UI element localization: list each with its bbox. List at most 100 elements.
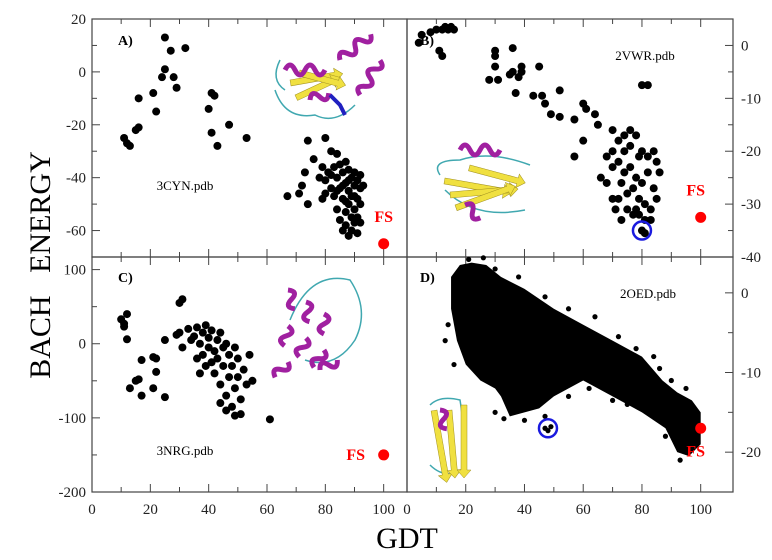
data-point — [617, 215, 626, 224]
x-tick-label: 0 — [403, 502, 411, 518]
data-point — [620, 147, 629, 156]
data-point — [626, 126, 635, 135]
data-point — [649, 147, 658, 156]
data-point — [195, 369, 204, 378]
data-point — [134, 94, 143, 103]
panel-label: D) — [420, 271, 435, 286]
data-point — [417, 30, 426, 39]
y-tick-label: -40 — [66, 171, 86, 187]
data-point — [184, 324, 193, 333]
data-point — [491, 62, 500, 71]
coil — [289, 277, 363, 364]
data-point — [245, 350, 254, 359]
data-point — [359, 181, 368, 190]
data-point — [643, 152, 652, 161]
data-point — [546, 110, 555, 119]
data-point — [356, 171, 365, 180]
data-point — [609, 397, 616, 403]
data-point — [137, 391, 146, 400]
y-tick-label: -40 — [741, 250, 761, 266]
data-point — [300, 168, 309, 177]
data-point — [565, 393, 572, 400]
data-point — [125, 141, 134, 150]
data-point — [491, 52, 500, 61]
data-point — [617, 178, 626, 187]
alpha-helix — [337, 33, 374, 61]
data-point — [635, 194, 644, 203]
data-point — [219, 361, 228, 370]
data-point — [608, 147, 617, 156]
data-point — [187, 336, 196, 345]
y-tick-label: -30 — [741, 197, 761, 213]
data-point — [570, 115, 579, 124]
data-point — [210, 369, 219, 378]
data-point — [321, 134, 330, 142]
data-point — [656, 365, 663, 372]
x-tick-label: 40 — [517, 502, 532, 518]
data-point — [341, 157, 350, 166]
data-point — [204, 333, 213, 342]
x-tick-label: 40 — [201, 502, 216, 518]
data-point — [596, 173, 605, 182]
data-point — [193, 323, 201, 332]
data-point — [225, 350, 234, 359]
panel-b: -40 -30 -20 -10 0 FS B) 2VWR.pdb — [406, 18, 761, 266]
data-point — [614, 136, 623, 145]
data-point — [333, 149, 341, 158]
data-point — [623, 189, 632, 198]
data-point — [677, 457, 683, 463]
data-point — [646, 215, 655, 224]
data-point — [542, 294, 548, 300]
y-tick-label: -20 — [66, 118, 86, 134]
y-tick-label: -60 — [66, 224, 86, 240]
data-point — [548, 424, 554, 430]
data-point — [166, 46, 175, 55]
alpha-helix — [464, 201, 482, 222]
protein-structure-image — [429, 397, 472, 483]
x-axis-label: GDT — [376, 522, 438, 555]
data-point — [445, 322, 451, 328]
data-point — [542, 413, 548, 419]
data-point — [662, 433, 669, 439]
protein-structure-image — [436, 142, 531, 222]
data-point — [632, 173, 641, 182]
data-point — [683, 385, 689, 392]
data-point — [517, 62, 526, 71]
data-point — [608, 194, 617, 203]
data-point — [178, 295, 187, 304]
data-point — [149, 89, 158, 98]
data-point — [624, 401, 630, 407]
data-point — [213, 336, 222, 345]
data-point — [637, 81, 646, 90]
beta-strand — [445, 409, 462, 479]
y-tick-label: -10 — [741, 366, 761, 382]
data-point — [494, 75, 503, 84]
data-point — [516, 274, 522, 280]
data-point — [193, 354, 201, 363]
data-point — [344, 176, 353, 185]
data-point — [230, 384, 239, 393]
data-point — [207, 128, 216, 137]
data-point — [485, 75, 494, 84]
data-point — [632, 131, 641, 140]
data-point — [242, 134, 251, 142]
pdb-label: 2VWR.pdb — [615, 48, 675, 63]
data-point — [321, 189, 330, 198]
data-point — [216, 380, 225, 389]
data-point — [555, 86, 564, 95]
turn — [328, 93, 347, 116]
data-point — [632, 205, 641, 214]
panel-label: B) — [420, 34, 434, 49]
panel-frame — [406, 256, 734, 493]
data-point — [442, 338, 448, 344]
alpha-helix — [301, 299, 315, 325]
data-point — [216, 399, 225, 408]
data-point — [195, 339, 204, 348]
data-point — [449, 25, 458, 34]
x-tick-label: 80 — [318, 502, 333, 518]
data-point — [178, 343, 187, 352]
native-label: FS — [346, 447, 365, 464]
panel-label: A) — [118, 34, 133, 49]
data-point — [201, 321, 210, 330]
protein-structure-image — [274, 33, 385, 120]
